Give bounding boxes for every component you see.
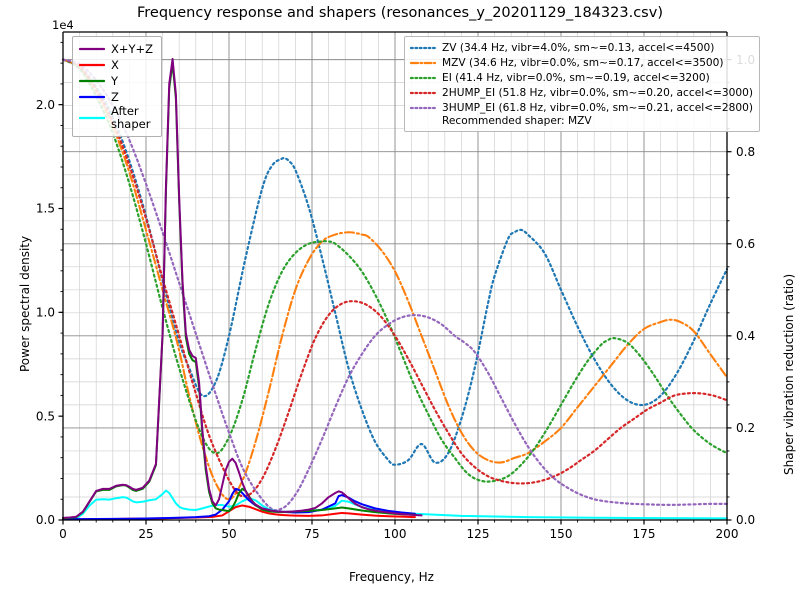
y-right-tick-label: 0.8 (736, 145, 755, 159)
shaper-curve-2hump-ei (61, 58, 729, 498)
legend-item-ei[interactable]: EI (41.4 Hz, vibr=0.0%, sm~=0.19, accel<… (410, 70, 753, 85)
legend-item-2hump-ei[interactable]: 2HUMP_EI (51.8 Hz, vibr=0.0%, sm~=0.20, … (410, 85, 753, 100)
legend-swatch-icon (410, 42, 436, 54)
legend-item-3hump-ei[interactable]: 3HUMP_EI (61.8 Hz, vibr=0.0%, sm~=0.21, … (410, 100, 753, 115)
legend-swatch-icon (79, 91, 105, 103)
x-tick-label: 175 (633, 527, 656, 541)
legend-item-label: 2HUMP_EI (51.8 Hz, vibr=0.0%, sm~=0.20, … (442, 86, 753, 99)
x-tick-label: 100 (384, 527, 407, 541)
legend-swatch-icon (79, 43, 105, 55)
psd-curve-x-y-z (62, 58, 423, 519)
x-tick-label: 50 (221, 527, 236, 541)
x-tick-label: 150 (550, 527, 573, 541)
legend-shapers: ZV (34.4 Hz, vibr=4.0%, sm~=0.13, accel<… (404, 36, 760, 132)
shaper-curve-mzv (61, 58, 729, 501)
axis-ticks: 0 25 50 75 100 125 150 175 2000.00.51.01.52.00.0… (36, 36, 755, 541)
page-title: Frequency response and shapers (resonanc… (137, 5, 663, 21)
shaper-curve-zv (61, 58, 729, 466)
x-tick-label: 0 (59, 527, 67, 541)
legend-item-label: Y (111, 74, 119, 88)
legend-item-label: ZV (34.4 Hz, vibr=4.0%, sm~=0.13, accel<… (442, 41, 715, 54)
legend-item-after-shaper[interactable]: After shaper (79, 105, 153, 131)
legend-swatch-icon (79, 112, 105, 124)
legend-item-label: X (111, 58, 119, 72)
legend-swatch-icon (79, 59, 105, 71)
legend-item-label: MZV (34.6 Hz, vibr=0.0%, sm~=0.17, accel… (442, 56, 724, 69)
x-tick-label: 75 (304, 527, 319, 541)
x-tick-label: 25 (138, 527, 153, 541)
y-right-tick-label: 0.6 (736, 237, 755, 251)
recommended-shaper-note: Recommended shaper: MZV (442, 115, 592, 127)
y-left-tick-label: 0.0 (36, 513, 55, 527)
shaper-curve-ei (61, 58, 729, 483)
legend-item-x-y-z[interactable]: X+Y+Z (79, 41, 153, 57)
y-left-tick-label: 2.0 (36, 98, 55, 112)
y-left-tick-label: 1.0 (36, 306, 55, 320)
legend-swatch-icon (410, 87, 436, 99)
shaper-curve-3hump-ei (61, 58, 729, 512)
x-axis-label: Frequency, Hz (349, 570, 434, 584)
axes-frame (62, 31, 728, 521)
legend-item-label: X+Y+Z (111, 42, 154, 56)
y-right-tick-label: 0.4 (736, 329, 755, 343)
x-tick-label: 200 (716, 527, 739, 541)
legend-item-label: Z (111, 90, 119, 104)
y-left-tick-label: 0.5 (36, 409, 55, 423)
legend-item-label: 3HUMP_EI (61.8 Hz, vibr=0.0%, sm~=0.21, … (442, 101, 753, 114)
legend-swatch-icon (410, 57, 436, 69)
x-tick-label: 125 (467, 527, 490, 541)
legend-item-z[interactable]: Z (79, 89, 153, 105)
legend-item-label: EI (41.4 Hz, vibr=0.0%, sm~=0.19, accel<… (442, 71, 710, 84)
y-axis-exponent-label: 1e4 (52, 18, 74, 32)
psd-curves (62, 58, 728, 521)
y-left-tick-label: 1.5 (36, 202, 55, 216)
legend-swatch-icon (410, 102, 436, 114)
legend-swatch-icon (79, 75, 105, 87)
legend-item-x[interactable]: X (79, 57, 153, 73)
legend-item-label: After shaper (111, 104, 151, 131)
legend-swatch-icon (410, 72, 436, 84)
legend-item-mzv[interactable]: MZV (34.6 Hz, vibr=0.0%, sm~=0.17, accel… (410, 55, 753, 70)
legend-psd: X+Y+Z X Y Z After shaper (72, 36, 163, 137)
y-right-tick-label: 0.0 (736, 513, 755, 527)
legend-item-y[interactable]: Y (79, 73, 153, 89)
y-right-axis-label: Shaper vibration reduction (ratio) (782, 273, 796, 475)
y-left-axis-label: Power spectral density (18, 235, 32, 372)
shaper-curves (61, 58, 729, 512)
y-right-tick-label: 0.2 (736, 421, 755, 435)
legend-item-zv[interactable]: ZV (34.4 Hz, vibr=4.0%, sm~=0.13, accel<… (410, 40, 753, 55)
